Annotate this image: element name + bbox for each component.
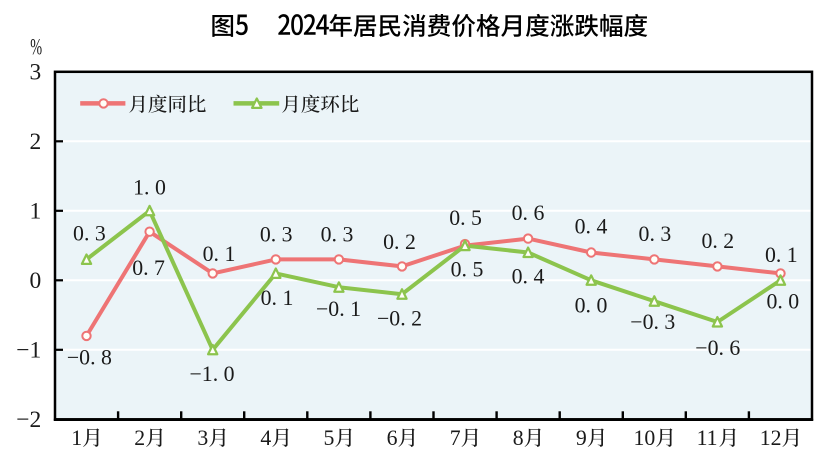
svg-text:4: 4 bbox=[260, 426, 271, 450]
svg-text:0. 0: 0. 0 bbox=[575, 294, 608, 318]
svg-text:2: 2 bbox=[30, 129, 42, 155]
svg-text:2: 2 bbox=[134, 426, 145, 450]
svg-text:−0. 1: −0. 1 bbox=[316, 297, 361, 321]
svg-text:0. 4: 0. 4 bbox=[575, 214, 608, 238]
svg-text:%: % bbox=[30, 35, 42, 60]
svg-text:−0. 6: −0. 6 bbox=[695, 336, 740, 360]
svg-text:5: 5 bbox=[324, 426, 335, 450]
svg-text:0. 1: 0. 1 bbox=[203, 242, 236, 266]
svg-text:7: 7 bbox=[450, 426, 461, 450]
svg-text:3: 3 bbox=[30, 60, 42, 86]
svg-text:11: 11 bbox=[697, 426, 718, 450]
svg-text:0. 1: 0. 1 bbox=[261, 286, 294, 310]
svg-text:−0. 2: −0. 2 bbox=[377, 307, 422, 331]
svg-text:0. 1: 0. 1 bbox=[765, 243, 798, 267]
svg-text:0. 3: 0. 3 bbox=[73, 222, 106, 246]
svg-text:1: 1 bbox=[30, 199, 42, 225]
svg-text:−1. 0: −1. 0 bbox=[190, 362, 235, 386]
svg-text:3: 3 bbox=[197, 426, 208, 450]
svg-text:0. 7: 0. 7 bbox=[132, 256, 165, 280]
svg-text:0. 3: 0. 3 bbox=[260, 223, 293, 247]
svg-text:1: 1 bbox=[71, 426, 82, 450]
svg-text:8: 8 bbox=[513, 426, 524, 450]
svg-text:−0. 3: −0. 3 bbox=[630, 310, 675, 334]
svg-text:0. 3: 0. 3 bbox=[639, 222, 672, 246]
svg-text:0. 5: 0. 5 bbox=[449, 206, 482, 230]
svg-text:1. 0: 1. 0 bbox=[133, 176, 166, 200]
svg-text:0. 0: 0. 0 bbox=[766, 290, 799, 314]
svg-text:−0. 8: −0. 8 bbox=[67, 346, 112, 370]
svg-text:0: 0 bbox=[30, 268, 42, 294]
svg-text:10: 10 bbox=[634, 426, 656, 450]
svg-text:12: 12 bbox=[760, 426, 782, 450]
svg-text:9: 9 bbox=[576, 426, 587, 450]
svg-text:−2: −2 bbox=[16, 407, 41, 433]
svg-text:0. 2: 0. 2 bbox=[701, 229, 734, 253]
svg-text:0. 5: 0. 5 bbox=[451, 258, 484, 282]
svg-text:−1: −1 bbox=[16, 338, 41, 364]
svg-text:0. 4: 0. 4 bbox=[512, 264, 545, 288]
svg-text:6: 6 bbox=[387, 426, 398, 450]
svg-text:0. 2: 0. 2 bbox=[383, 230, 416, 254]
svg-text:0. 6: 0. 6 bbox=[512, 201, 545, 225]
svg-text:0. 3: 0. 3 bbox=[321, 223, 354, 247]
